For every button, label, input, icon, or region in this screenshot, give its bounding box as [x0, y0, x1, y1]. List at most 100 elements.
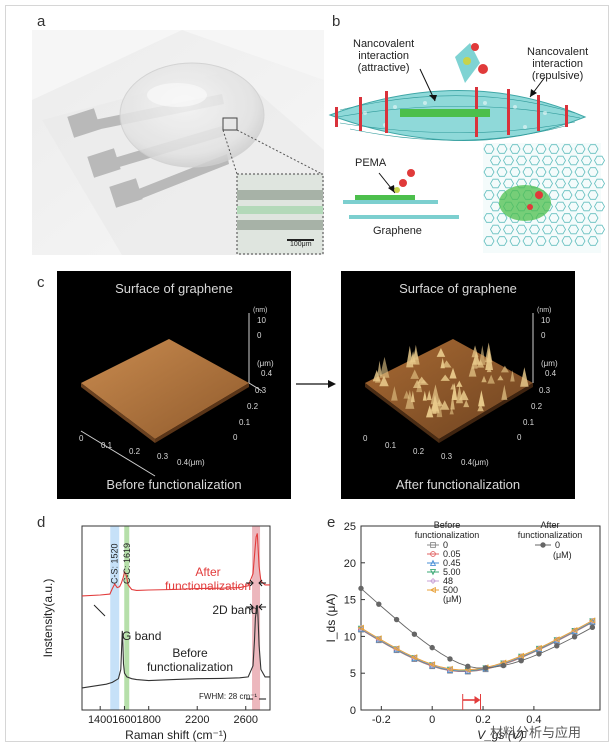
- watermark: 材料分析与应用: [490, 725, 582, 740]
- panel-b-molecular-model: Nancovalent interaction (attractive) Nanco…: [325, 25, 605, 255]
- data-point: [411, 631, 418, 637]
- data-point: [428, 661, 436, 668]
- y-tick-label: 0: [350, 705, 356, 717]
- data-point: [357, 624, 364, 631]
- data-point: [429, 559, 437, 566]
- legend-entry: 0.45: [443, 558, 461, 568]
- x-tick-label: 1400: [88, 714, 112, 726]
- fwhm-arrow: [246, 603, 254, 611]
- data-point: [518, 657, 524, 664]
- data-point: [535, 644, 542, 652]
- x-tick: 0: [363, 434, 368, 443]
- transfer-chart: -0.2 0 0.2 0.4 0 5 10 15 20 25 V_gs (V) I_ds (μA) Be…: [324, 520, 601, 742]
- x-tick: 0: [79, 434, 84, 443]
- highlight-band: [110, 526, 120, 710]
- afm-before-caption: Before functionalization: [106, 477, 242, 492]
- data-point: [554, 643, 560, 649]
- band-label-cc: C-C: 1619: [122, 543, 132, 584]
- x-tick-label: 1600: [112, 714, 136, 726]
- data-point: [465, 663, 471, 670]
- x-axis-label: V_gs (V): [477, 728, 524, 742]
- data-point: [430, 551, 436, 557]
- y-tick: 0.1: [523, 418, 535, 427]
- arrow-icon: [296, 380, 336, 388]
- afm-before: Surface of graphene (nm) 10 0 (μm) 0.4 0…: [57, 271, 291, 499]
- panel-label-e: e: [327, 514, 336, 531]
- y-axis-label: Instensity(a.u.): [41, 579, 55, 658]
- x-tick-label: -0.2: [372, 714, 391, 726]
- figure-frame: [5, 5, 609, 742]
- fwhm-arrow: [258, 579, 267, 587]
- data-point: [536, 651, 542, 657]
- afm-after: Surface of graphene (nm) 10 0 (μm) 0.4 0…: [341, 271, 575, 499]
- data-point: [358, 585, 364, 592]
- y-tick: 0: [517, 433, 522, 442]
- x-tick: 0.2: [413, 447, 425, 456]
- dirac-shift-arrowhead: [474, 696, 481, 704]
- y-tick: 0.3: [539, 386, 551, 395]
- legend-entry: 0.05: [443, 549, 461, 559]
- x-tick: 0.3: [157, 452, 169, 461]
- legend-entry: 5.00: [443, 567, 461, 577]
- afm-after-title: Surface of graphene: [399, 281, 517, 296]
- y-unit: (μm): [541, 359, 558, 368]
- panel-label-c: c: [37, 274, 45, 291]
- y-tick: 0.2: [247, 402, 259, 411]
- data-point: [375, 635, 382, 642]
- legend-unit: (μM): [553, 550, 572, 560]
- fwhm-arrow: [246, 579, 254, 587]
- pema-label: PEMA: [355, 157, 387, 169]
- legend-entry: 0: [443, 540, 448, 550]
- x-tick: 0.2: [129, 447, 141, 456]
- y-tick: 0.1: [239, 418, 251, 427]
- data-point: [376, 601, 382, 607]
- x-tick: 0.4(μm): [177, 458, 205, 467]
- x-tick-label: 0.4: [526, 714, 541, 726]
- data-point: [429, 586, 436, 594]
- panel-label-a: a: [37, 13, 46, 30]
- y-tick: 0.4: [545, 369, 557, 378]
- y-tick-label: 15: [344, 595, 356, 607]
- panel-a-photo: 100μm: [32, 30, 324, 255]
- repulsive-label: Nancovalent interaction (repulsive): [527, 46, 589, 82]
- x-tick-label: 0.2: [475, 714, 490, 726]
- after-label: After: [195, 565, 220, 579]
- y-tick: 0.4: [261, 369, 273, 378]
- z-top: 10: [541, 316, 550, 325]
- data-point: [429, 577, 437, 585]
- legend-entry: 48: [443, 576, 453, 586]
- legend-unit: (μM): [443, 594, 462, 604]
- data-point: [500, 662, 507, 669]
- legend-entry: 0: [555, 540, 560, 550]
- before-label: Before: [172, 646, 208, 660]
- highlight-band: [124, 526, 130, 710]
- series-line: [81, 533, 270, 597]
- x-tick: 0.1: [101, 441, 113, 450]
- g-band-label: G band: [122, 629, 161, 643]
- fwhm-arrow: [258, 603, 267, 611]
- data-point: [447, 656, 453, 662]
- afm-after-caption: After functionalization: [395, 477, 521, 492]
- data-point: [589, 624, 596, 631]
- g-band-pointer: [93, 604, 106, 617]
- y-tick: 0.2: [531, 402, 543, 411]
- x-tick: 0.1: [385, 441, 397, 450]
- data-point: [393, 645, 400, 652]
- series-line: [81, 604, 270, 689]
- y-tick-label: 20: [344, 558, 356, 570]
- z-top: 10: [257, 316, 266, 325]
- data-point: [540, 542, 546, 548]
- attractive-label: Nancovalent interaction (attractive): [353, 38, 415, 74]
- series-line: [360, 588, 593, 669]
- data-point: [430, 542, 436, 548]
- data-point: [429, 644, 435, 651]
- x-tick: 0.4(μm): [461, 458, 489, 467]
- data-point: [571, 634, 578, 640]
- afm-before-title: Surface of graphene: [115, 281, 233, 296]
- highlight-band: [252, 526, 261, 710]
- raman-chart: 1400 1600 1800 2200 2600 Raman shift (cm⁻¹) In…: [41, 525, 271, 742]
- y-tick-label: 10: [344, 631, 356, 643]
- y-tick-label: 25: [344, 521, 356, 533]
- data-point: [410, 654, 418, 661]
- x-tick: 0.3: [441, 452, 453, 461]
